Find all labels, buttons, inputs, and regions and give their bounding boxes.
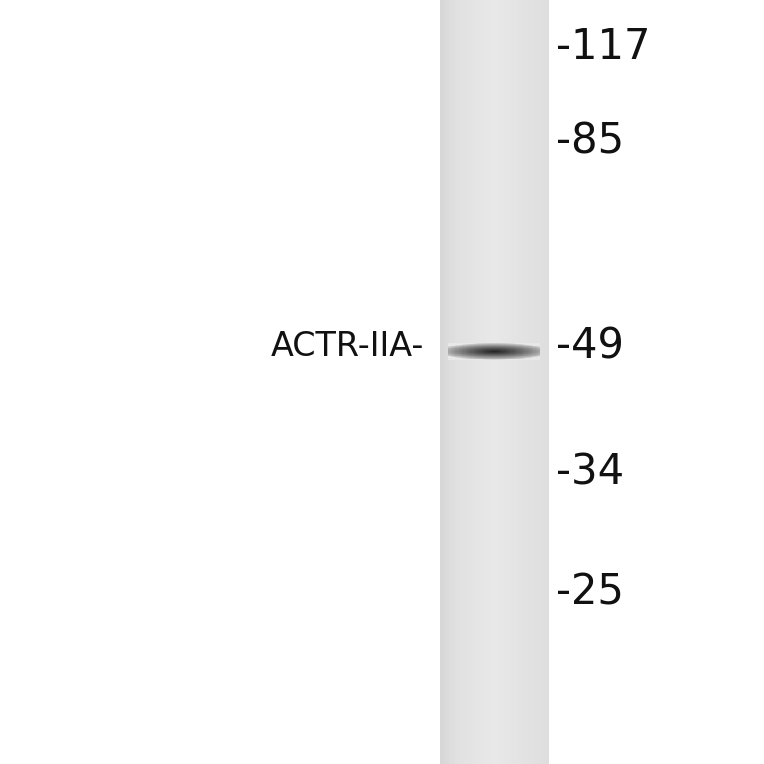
Bar [456, 0, 458, 764]
Bar [480, 0, 481, 764]
Bar [493, 0, 494, 764]
Bar [445, 0, 447, 764]
Bar [461, 0, 464, 764]
Bar [534, 0, 536, 764]
Bar [445, 0, 447, 764]
Bar [465, 0, 467, 764]
Bar [484, 0, 485, 764]
Bar [503, 0, 505, 764]
Bar [538, 0, 539, 764]
Bar [447, 0, 449, 764]
Text: -49: -49 [556, 325, 624, 367]
Bar [498, 0, 500, 764]
Bar [467, 0, 469, 764]
Bar [487, 0, 489, 764]
Bar [485, 0, 487, 764]
Bar [542, 0, 543, 764]
Bar [490, 0, 493, 764]
Bar [453, 0, 455, 764]
Bar [440, 0, 442, 764]
Bar [527, 0, 529, 764]
Bar [469, 0, 471, 764]
Text: ACTR-IIA-: ACTR-IIA- [270, 329, 424, 363]
Bar [451, 0, 453, 764]
Bar [453, 0, 455, 764]
Bar [510, 0, 513, 764]
Text: -85: -85 [556, 121, 624, 162]
Bar [516, 0, 518, 764]
Bar [449, 0, 451, 764]
Bar [547, 0, 549, 764]
Bar [442, 0, 444, 764]
Bar [545, 0, 547, 764]
Bar [530, 0, 533, 764]
Bar [471, 0, 473, 764]
Bar [505, 0, 507, 764]
Bar [543, 0, 545, 764]
Bar [451, 0, 453, 764]
Bar [536, 0, 538, 764]
Bar [473, 0, 474, 764]
Bar [518, 0, 520, 764]
Bar [458, 0, 460, 764]
Bar [478, 0, 480, 764]
Bar [460, 0, 461, 764]
Bar [440, 0, 442, 764]
Bar [447, 0, 449, 764]
Bar [501, 0, 503, 764]
Bar [464, 0, 465, 764]
Bar [476, 0, 478, 764]
Bar [507, 0, 509, 764]
Bar [523, 0, 525, 764]
Bar [521, 0, 523, 764]
Text: -34: -34 [556, 452, 624, 493]
Bar [455, 0, 456, 764]
Bar [529, 0, 530, 764]
Bar [509, 0, 510, 764]
Bar [489, 0, 490, 764]
Text: -117: -117 [556, 27, 651, 68]
Bar [520, 0, 521, 764]
Bar [442, 0, 444, 764]
Bar [496, 0, 498, 764]
Bar [513, 0, 514, 764]
Bar [444, 0, 445, 764]
Bar [533, 0, 534, 764]
Text: -25: -25 [556, 571, 624, 613]
Bar [494, 0, 496, 764]
Bar [481, 0, 484, 764]
Bar [474, 0, 476, 764]
Bar [449, 0, 451, 764]
Bar [525, 0, 527, 764]
Bar [444, 0, 445, 764]
Bar [500, 0, 501, 764]
Bar [514, 0, 516, 764]
Bar [539, 0, 542, 764]
